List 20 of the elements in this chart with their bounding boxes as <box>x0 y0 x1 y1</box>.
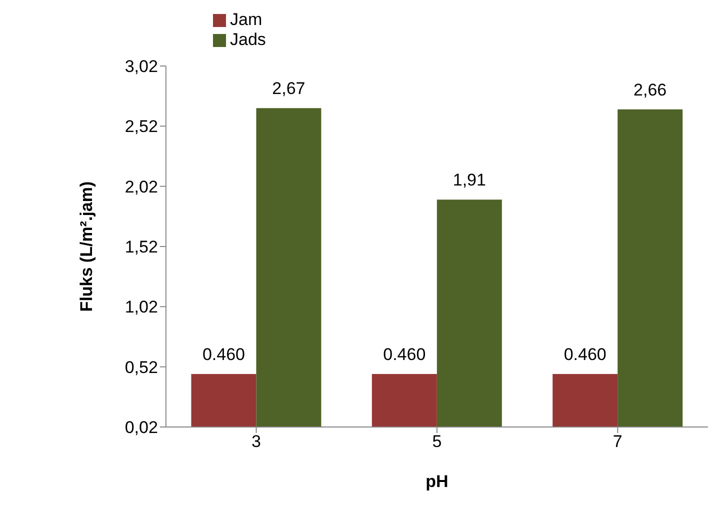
x-tick-label: 5 <box>432 432 442 452</box>
y-tick-label: 0,02 <box>124 418 158 438</box>
y-tick-label: 1,52 <box>124 238 158 257</box>
y-tick-label: 3,02 <box>124 57 158 76</box>
data-label: 1,91 <box>452 170 486 190</box>
y-axis-title: Fluks (L/m².jam) <box>76 181 96 312</box>
x-axis-title: pH <box>426 472 448 491</box>
legend-label: Jads <box>230 30 266 50</box>
y-tick-label: 1,02 <box>124 298 158 317</box>
x-tick-label: 7 <box>612 432 622 452</box>
y-tick-label: 0,52 <box>124 358 158 377</box>
data-label: 0.460 <box>564 345 606 364</box>
data-label: 0.460 <box>202 345 245 364</box>
x-tick-label: 3 <box>252 432 262 452</box>
legend-label: Jam <box>230 10 262 30</box>
data-label: 0.460 <box>383 345 426 364</box>
data-label: 2,67 <box>272 79 306 98</box>
y-tick-label: 2,52 <box>124 117 158 136</box>
y-tick-label: 2,02 <box>124 177 158 196</box>
data-label: 2,66 <box>634 80 667 100</box>
